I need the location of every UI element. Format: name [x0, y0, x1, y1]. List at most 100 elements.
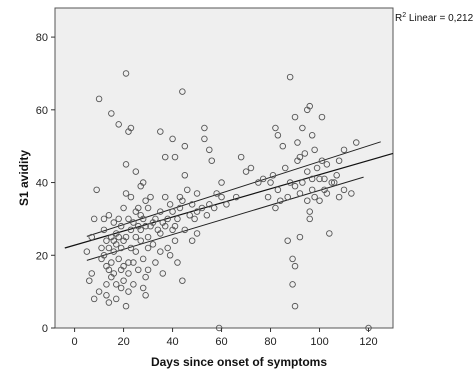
data-point	[247, 164, 255, 172]
data-point	[191, 215, 198, 223]
data-point	[264, 193, 272, 201]
data-point	[139, 255, 147, 263]
data-point	[296, 233, 304, 241]
data-point	[161, 222, 169, 230]
data-point	[188, 201, 196, 208]
x-tick-label: 60	[215, 336, 227, 348]
data-point	[311, 146, 318, 154]
data-point	[125, 270, 132, 277]
y-tick-label: 60	[36, 105, 48, 117]
data-point	[335, 193, 343, 201]
data-point	[142, 222, 149, 230]
data-point	[294, 139, 301, 146]
data-point	[130, 219, 137, 226]
data-point	[135, 204, 142, 212]
data-point	[269, 172, 277, 179]
data-point	[335, 157, 343, 164]
data-point	[132, 248, 140, 255]
data-point	[132, 168, 140, 175]
data-point	[161, 153, 169, 161]
data-point	[139, 179, 147, 186]
data-point	[206, 201, 213, 208]
data-point	[122, 70, 130, 77]
data-point	[120, 277, 127, 284]
data-point	[171, 222, 179, 230]
data-point	[108, 259, 115, 266]
x-tick-label: 40	[166, 336, 178, 348]
data-point	[139, 284, 147, 292]
y-tick-label: 80	[36, 32, 48, 44]
data-point	[132, 233, 140, 241]
x-tick-label: 20	[117, 336, 129, 348]
data-point	[179, 88, 186, 95]
data-point	[100, 215, 108, 223]
data-point	[112, 241, 120, 248]
data-point	[125, 215, 132, 223]
data-point	[103, 237, 110, 244]
data-point	[277, 197, 284, 204]
data-point	[267, 179, 274, 186]
data-point	[186, 212, 193, 219]
data-point	[144, 204, 152, 212]
data-point	[127, 124, 135, 132]
data-point	[306, 208, 313, 215]
data-point	[144, 233, 152, 241]
data-point	[88, 270, 95, 277]
data-point	[137, 237, 144, 244]
data-point	[272, 124, 279, 132]
data-point	[93, 186, 100, 194]
data-point	[164, 244, 171, 252]
data-points	[83, 70, 372, 332]
data-point	[169, 208, 176, 215]
data-point	[115, 215, 122, 223]
x-tick-label: 0	[72, 336, 78, 348]
data-point	[117, 222, 125, 230]
data-point	[110, 219, 118, 226]
data-point	[105, 299, 113, 306]
data-point	[100, 252, 108, 259]
data-point	[284, 193, 291, 201]
data-point	[147, 193, 154, 201]
data-point	[159, 270, 167, 277]
data-point	[348, 190, 355, 197]
data-point	[284, 237, 291, 244]
data-point	[255, 179, 262, 186]
data-point	[83, 248, 91, 255]
data-point	[144, 244, 152, 252]
data-point	[289, 255, 296, 263]
data-point	[308, 186, 316, 194]
data-point	[166, 252, 174, 259]
data-point	[142, 197, 149, 204]
data-point	[125, 259, 132, 266]
data-point	[299, 179, 306, 186]
data-point	[223, 201, 230, 208]
data-point	[112, 281, 120, 288]
data-point	[289, 281, 296, 288]
data-point	[313, 164, 321, 172]
data-point	[135, 266, 142, 274]
x-tick-label: 80	[264, 336, 276, 348]
data-point	[90, 295, 98, 303]
data-point	[157, 208, 164, 215]
y-tick-label: 20	[36, 250, 48, 262]
y-tick-label: 40	[36, 178, 48, 190]
data-point	[286, 73, 294, 81]
data-point	[286, 179, 294, 186]
data-point	[353, 139, 360, 146]
data-point	[308, 132, 316, 139]
data-point	[103, 281, 110, 288]
data-point	[122, 161, 130, 168]
data-point	[193, 230, 201, 237]
data-point	[152, 259, 159, 266]
data-point	[279, 142, 287, 150]
data-point	[137, 226, 144, 234]
data-point	[188, 237, 196, 244]
data-point	[259, 175, 267, 183]
data-point	[272, 204, 279, 212]
data-point	[149, 241, 157, 248]
data-point	[117, 244, 125, 252]
x-tick-label: 100	[310, 336, 328, 348]
data-point	[108, 110, 115, 117]
data-point	[103, 292, 110, 299]
data-point	[176, 204, 184, 212]
